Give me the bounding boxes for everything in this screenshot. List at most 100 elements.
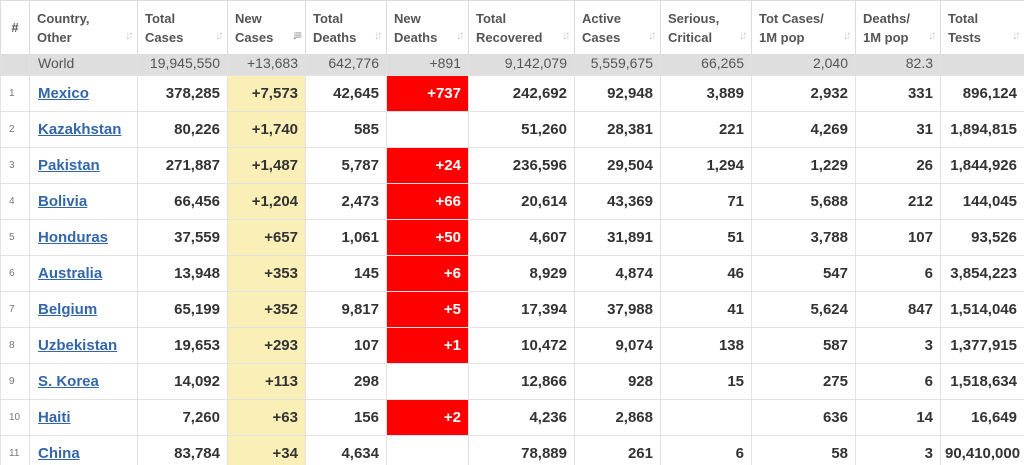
table-row: 4 Bolivia 66,456 +1,204 2,473 +66 20,614 43,369… xyxy=(0,183,1024,220)
active-cases-cell: 4,874 xyxy=(574,255,661,292)
sort-arrows-icon[interactable]: ↓↑ xyxy=(928,28,937,42)
cases-per-m-cell: 5,624 xyxy=(751,291,856,328)
deaths-per-m-cell: 26 xyxy=(855,147,941,184)
active-cases-cell: 261 xyxy=(574,435,661,465)
cases-per-m-cell: 275 xyxy=(751,363,856,400)
new-deaths-cell xyxy=(386,435,469,465)
country-link[interactable]: Haiti xyxy=(38,409,71,426)
country-cell: Kazakhstan xyxy=(29,111,138,148)
sort-arrows-icon[interactable]: ↓↑ xyxy=(739,28,748,42)
rank-cell: 10 xyxy=(0,399,30,436)
total-cases-cell: 14,092 xyxy=(137,363,228,400)
table-row: 8 Uzbekistan 19,653 +293 107 +1 10,472 9,074 138… xyxy=(0,327,1024,364)
new-deaths-cell: +5 xyxy=(386,291,469,328)
sort-arrows-icon[interactable]: ↓↑ xyxy=(843,28,852,42)
header-label: New Cases xyxy=(235,11,274,45)
rank-cell: 11 xyxy=(0,435,30,465)
header-serious-critical[interactable]: Serious, Critical ↓↑ xyxy=(660,0,752,55)
serious-cell: 138 xyxy=(660,327,752,364)
cell-value: World xyxy=(38,55,75,71)
new-cases-cell: +113 xyxy=(227,363,306,400)
sort-arrows-icon[interactable]: ↓↑ xyxy=(215,28,224,42)
cell-value: 82.3 xyxy=(905,55,933,71)
cell-value: 5,559,675 xyxy=(590,55,653,71)
total-tests-cell: 93,526 xyxy=(940,219,1024,256)
total-cases-cell: 271,887 xyxy=(137,147,228,184)
deaths-per-m-cell: 6 xyxy=(855,363,941,400)
header-label: Active Cases xyxy=(582,11,622,45)
country-link[interactable]: Belgium xyxy=(38,301,98,318)
table-body: World 19,945,550 +13,683 642,776 +891 9,142,0… xyxy=(0,54,1024,465)
country-cell: Honduras xyxy=(29,219,138,256)
header-total-cases[interactable]: Total Cases ↓↑ xyxy=(137,0,228,55)
sort-arrows-icon[interactable]: ↓↑ xyxy=(648,28,657,42)
cases-per-m-cell: 547 xyxy=(751,255,856,292)
table-row: 10 Haiti 7,260 +63 156 +2 4,236 2,868 636 14 16,64… xyxy=(0,399,1024,436)
total-recovered-cell: 17,394 xyxy=(468,291,575,328)
active-cases-cell: 31,891 xyxy=(574,219,661,256)
country-link[interactable]: Honduras xyxy=(38,229,109,246)
total-tests-cell: 16,649 xyxy=(940,399,1024,436)
serious-cell: 3,889 xyxy=(660,75,752,112)
country-link[interactable]: Uzbekistan xyxy=(38,337,118,354)
country-link[interactable]: Australia xyxy=(38,265,103,282)
total-cases-cell: 13,948 xyxy=(137,255,228,292)
active-cases-cell: 29,504 xyxy=(574,147,661,184)
country-link[interactable]: Bolivia xyxy=(38,193,88,210)
sort-arrows-icon[interactable]: ↓↑ xyxy=(374,28,383,42)
header-label: Tot Cases/ 1M pop xyxy=(759,11,824,45)
total-cases-cell: 80,226 xyxy=(137,111,228,148)
new-cases-cell: +353 xyxy=(227,255,306,292)
rank-cell: 6 xyxy=(0,255,30,292)
sort-arrows-icon[interactable]: ↓↑ xyxy=(1012,28,1021,42)
active-cases-cell: 5,559,675 xyxy=(574,54,661,76)
header-label: Total Recovered xyxy=(476,11,543,45)
header-active-cases[interactable]: Active Cases ↓↑ xyxy=(574,0,661,55)
rank-cell: 5 xyxy=(0,219,30,256)
total-cases-cell: 7,260 xyxy=(137,399,228,436)
serious-cell xyxy=(660,399,752,436)
cases-per-m-cell: 3,788 xyxy=(751,219,856,256)
header-new-deaths[interactable]: New Deaths ↓↑ xyxy=(386,0,469,55)
header-label: Serious, Critical xyxy=(668,11,720,45)
total-tests-cell: 1,377,915 xyxy=(940,327,1024,364)
sort-arrows-icon[interactable]: ↓≡ xyxy=(291,28,302,42)
active-cases-cell: 92,948 xyxy=(574,75,661,112)
header-new-cases[interactable]: New Cases ↓≡ xyxy=(227,0,306,55)
country-link[interactable]: Pakistan xyxy=(38,157,100,174)
total-cases-cell: 65,199 xyxy=(137,291,228,328)
header-cases-per-million[interactable]: Tot Cases/ 1M pop ↓↑ xyxy=(751,0,856,55)
new-cases-cell: +352 xyxy=(227,291,306,328)
rank-cell: 7 xyxy=(0,291,30,328)
serious-cell: 46 xyxy=(660,255,752,292)
country-link[interactable]: S. Korea xyxy=(38,373,99,390)
country-link[interactable]: Mexico xyxy=(38,85,89,102)
new-cases-cell: +63 xyxy=(227,399,306,436)
country-cell: Australia xyxy=(29,255,138,292)
header-label: New Deaths xyxy=(394,11,438,45)
active-cases-cell: 28,381 xyxy=(574,111,661,148)
sort-arrows-icon[interactable]: ↓↑ xyxy=(562,28,571,42)
world-total-row: World 19,945,550 +13,683 642,776 +891 9,142,0… xyxy=(0,54,1024,76)
sort-arrows-icon[interactable]: ↓↑ xyxy=(125,28,134,42)
cases-per-m-cell: 636 xyxy=(751,399,856,436)
header-total-deaths[interactable]: Total Deaths ↓↑ xyxy=(305,0,387,55)
header-deaths-per-million[interactable]: Deaths/ 1M pop ↓↑ xyxy=(855,0,941,55)
header-label: Total Tests xyxy=(948,11,981,45)
country-link[interactable]: Kazakhstan xyxy=(38,121,122,138)
table-row: 6 Australia 13,948 +353 145 +6 8,929 4,874 46 547… xyxy=(0,255,1024,292)
table-row: 3 Pakistan 271,887 +1,487 5,787 +24 236,596 29,… xyxy=(0,147,1024,184)
country-link[interactable]: China xyxy=(38,445,80,462)
total-tests-cell: 1,894,815 xyxy=(940,111,1024,148)
cases-per-m-cell: 5,688 xyxy=(751,183,856,220)
sort-arrows-icon[interactable]: ↓↑ xyxy=(456,28,465,42)
header-country[interactable]: Country, Other ↓↑ xyxy=(29,0,138,55)
header-rank: # xyxy=(0,0,30,55)
cases-per-m-cell: 2,932 xyxy=(751,75,856,112)
header-total-recovered[interactable]: Total Recovered ↓↑ xyxy=(468,0,575,55)
cell-value: +891 xyxy=(429,55,461,71)
total-deaths-cell: 5,787 xyxy=(305,147,387,184)
active-cases-cell: 928 xyxy=(574,363,661,400)
header-total-tests[interactable]: Total Tests ↓↑ xyxy=(940,0,1024,55)
total-recovered-cell: 236,596 xyxy=(468,147,575,184)
